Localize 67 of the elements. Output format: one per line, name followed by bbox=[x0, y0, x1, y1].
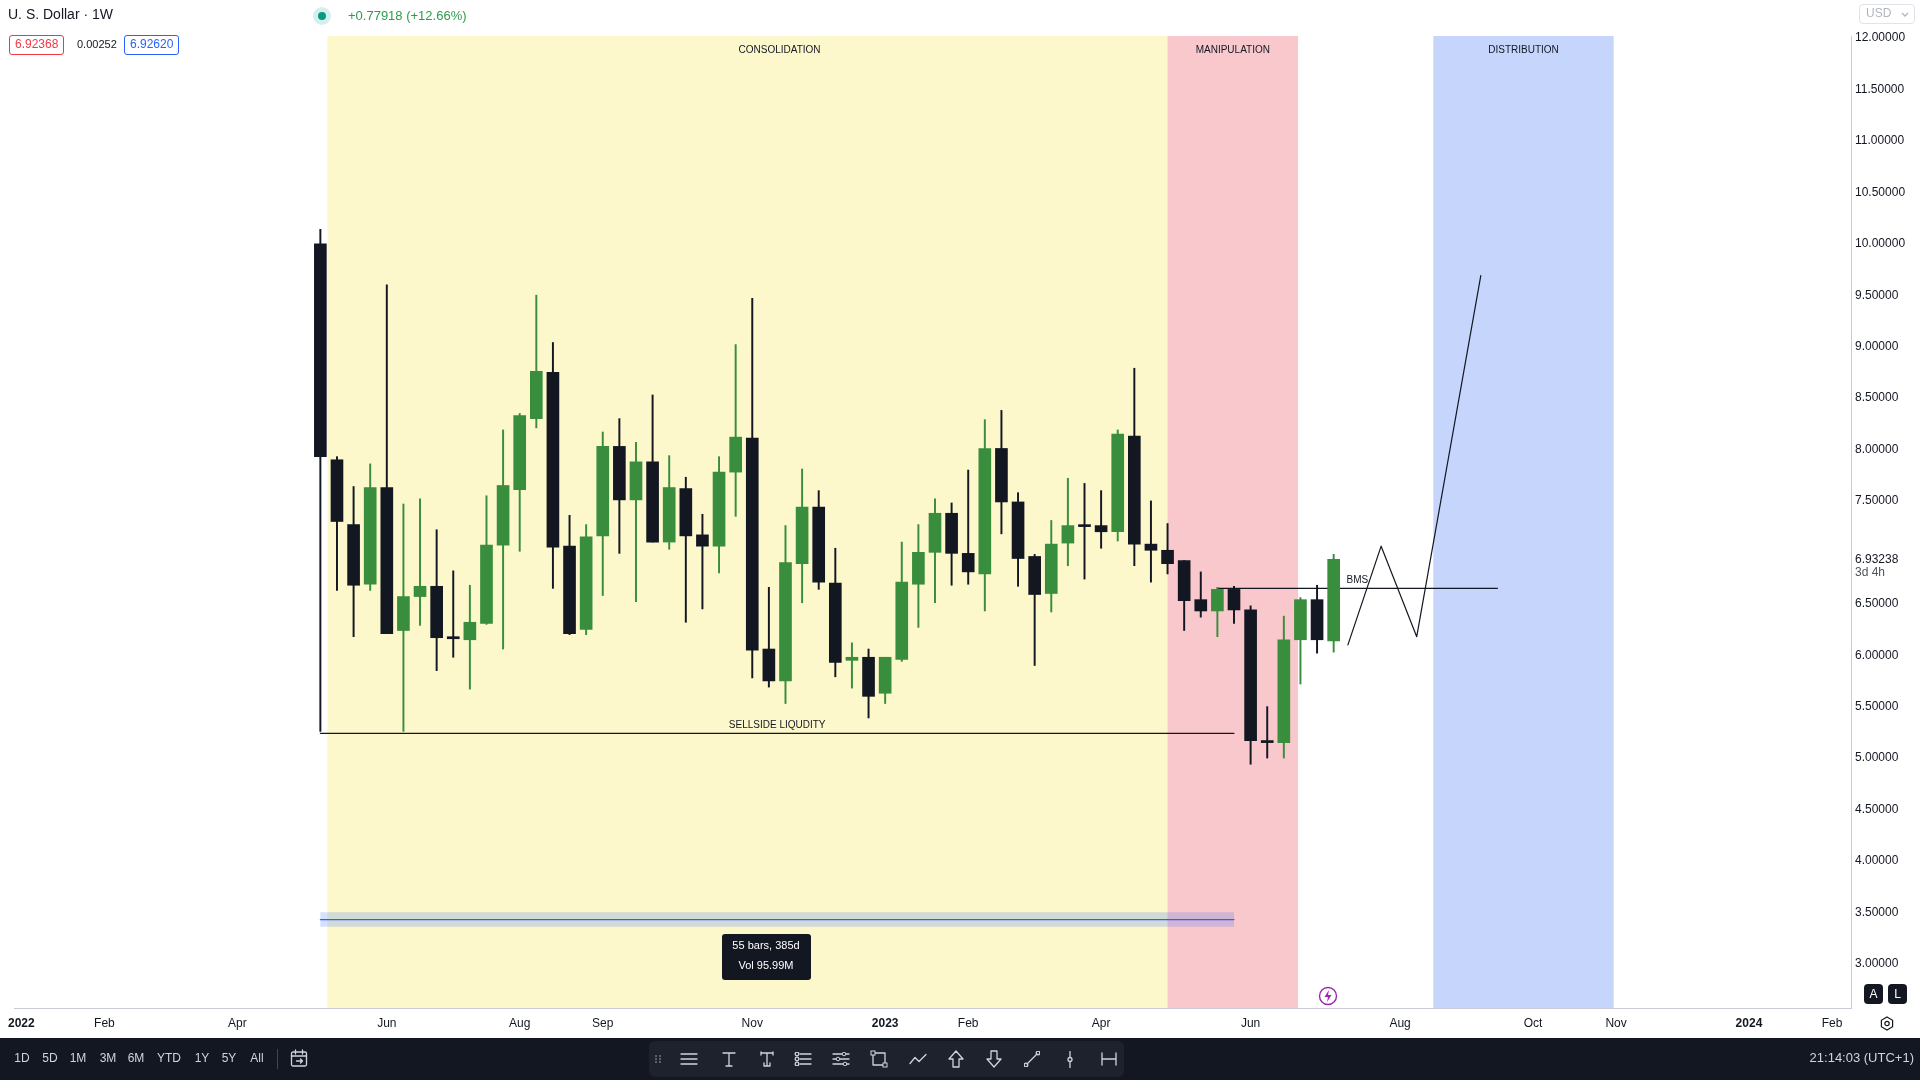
x-tick-label: Nov bbox=[741, 1015, 763, 1030]
x-tick-label: Feb bbox=[94, 1015, 116, 1030]
x-tick-label: Aug bbox=[509, 1015, 531, 1030]
candlestick bbox=[1094, 490, 1108, 549]
x-tick-label: Sep bbox=[592, 1015, 614, 1030]
text: 3d 4h bbox=[1855, 565, 1886, 581]
y-tick-label: 6.50000 bbox=[1855, 596, 1899, 611]
band-label: MANIPULATION bbox=[1195, 43, 1270, 55]
text: 1Y bbox=[194, 1051, 210, 1066]
y-tick-label: 11.00000 bbox=[1855, 133, 1905, 148]
text: L bbox=[1888, 984, 1907, 1004]
text: 5D bbox=[42, 1051, 58, 1066]
series-label: SELLSIDE LIQUDITY bbox=[728, 719, 826, 731]
band-label: DISTRIBUTION bbox=[1488, 43, 1559, 55]
x-tick-label: Jun bbox=[1240, 1015, 1261, 1030]
band-label: CONSOLIDATION bbox=[738, 43, 821, 55]
y-tick-label: 6.93238 bbox=[1855, 551, 1899, 566]
annotation: Vol 95.99M bbox=[738, 959, 794, 972]
annotation: 0.00252 bbox=[77, 38, 117, 51]
x-tick-label: 2022 bbox=[8, 1015, 36, 1030]
x-tick-label: 2023 bbox=[871, 1015, 899, 1030]
y-tick-label: 7.50000 bbox=[1855, 493, 1899, 508]
candlestick bbox=[413, 498, 427, 626]
y-tick-label: 5.00000 bbox=[1855, 750, 1899, 765]
candlestick bbox=[446, 570, 460, 658]
x-tick-label: Oct bbox=[1523, 1015, 1544, 1030]
y-tick-label: 11.50000 bbox=[1855, 81, 1905, 96]
y-tick-label: 9.50000 bbox=[1855, 287, 1899, 302]
y-tick-label: 4.50000 bbox=[1855, 801, 1899, 816]
candlestick bbox=[845, 642, 859, 689]
x-tick-label: 2024 bbox=[1735, 1015, 1763, 1030]
x-tick-label: Apr bbox=[227, 1015, 247, 1030]
x-tick-label: Nov bbox=[1605, 1015, 1627, 1030]
text: 6M bbox=[127, 1051, 145, 1066]
y-tick-label: 4.00000 bbox=[1855, 853, 1899, 868]
y-tick-label: 8.00000 bbox=[1855, 441, 1899, 456]
annotation: 55 bars, 385d bbox=[732, 939, 800, 952]
y-tick-label: 6.00000 bbox=[1855, 647, 1899, 662]
text: 1M bbox=[69, 1051, 87, 1066]
series-label: BMS bbox=[1346, 574, 1369, 586]
text: 21:14:03 (UTC+1) bbox=[1809, 1050, 1914, 1066]
y-tick-label: 3.00000 bbox=[1855, 956, 1899, 971]
annotation: 6.92620 bbox=[124, 35, 180, 55]
y-tick-label: 5.50000 bbox=[1855, 698, 1899, 713]
annotation: 6.92368 bbox=[9, 35, 65, 55]
x-tick-label: Apr bbox=[1091, 1015, 1111, 1030]
text: All bbox=[250, 1051, 264, 1066]
y-tick-label: 10.00000 bbox=[1855, 236, 1906, 251]
text: 5Y bbox=[221, 1051, 237, 1066]
y-tick-label: 10.50000 bbox=[1855, 184, 1906, 199]
x-tick-label: Aug bbox=[1389, 1015, 1411, 1030]
y-tick-label: 9.00000 bbox=[1855, 338, 1899, 353]
text: YTD bbox=[157, 1051, 181, 1066]
candlestick bbox=[1144, 500, 1158, 583]
y-tick-label: 8.50000 bbox=[1855, 390, 1899, 405]
x-tick-label: Jun bbox=[377, 1015, 397, 1030]
text: 1D bbox=[14, 1051, 30, 1066]
text: +0.77918 (+12.66%) bbox=[348, 8, 467, 24]
y-tick-label: 3.50000 bbox=[1855, 904, 1899, 919]
text: A bbox=[1864, 984, 1883, 1004]
x-tick-label: Feb bbox=[957, 1015, 979, 1030]
candlestick bbox=[1260, 706, 1274, 759]
text: 3M bbox=[99, 1051, 117, 1066]
x-tick-label: Feb bbox=[1821, 1015, 1843, 1030]
text: USD bbox=[1866, 6, 1892, 21]
chart-title: U. S. Dollar · 1W bbox=[8, 6, 114, 23]
y-tick-label: 12.00000 bbox=[1855, 30, 1906, 45]
